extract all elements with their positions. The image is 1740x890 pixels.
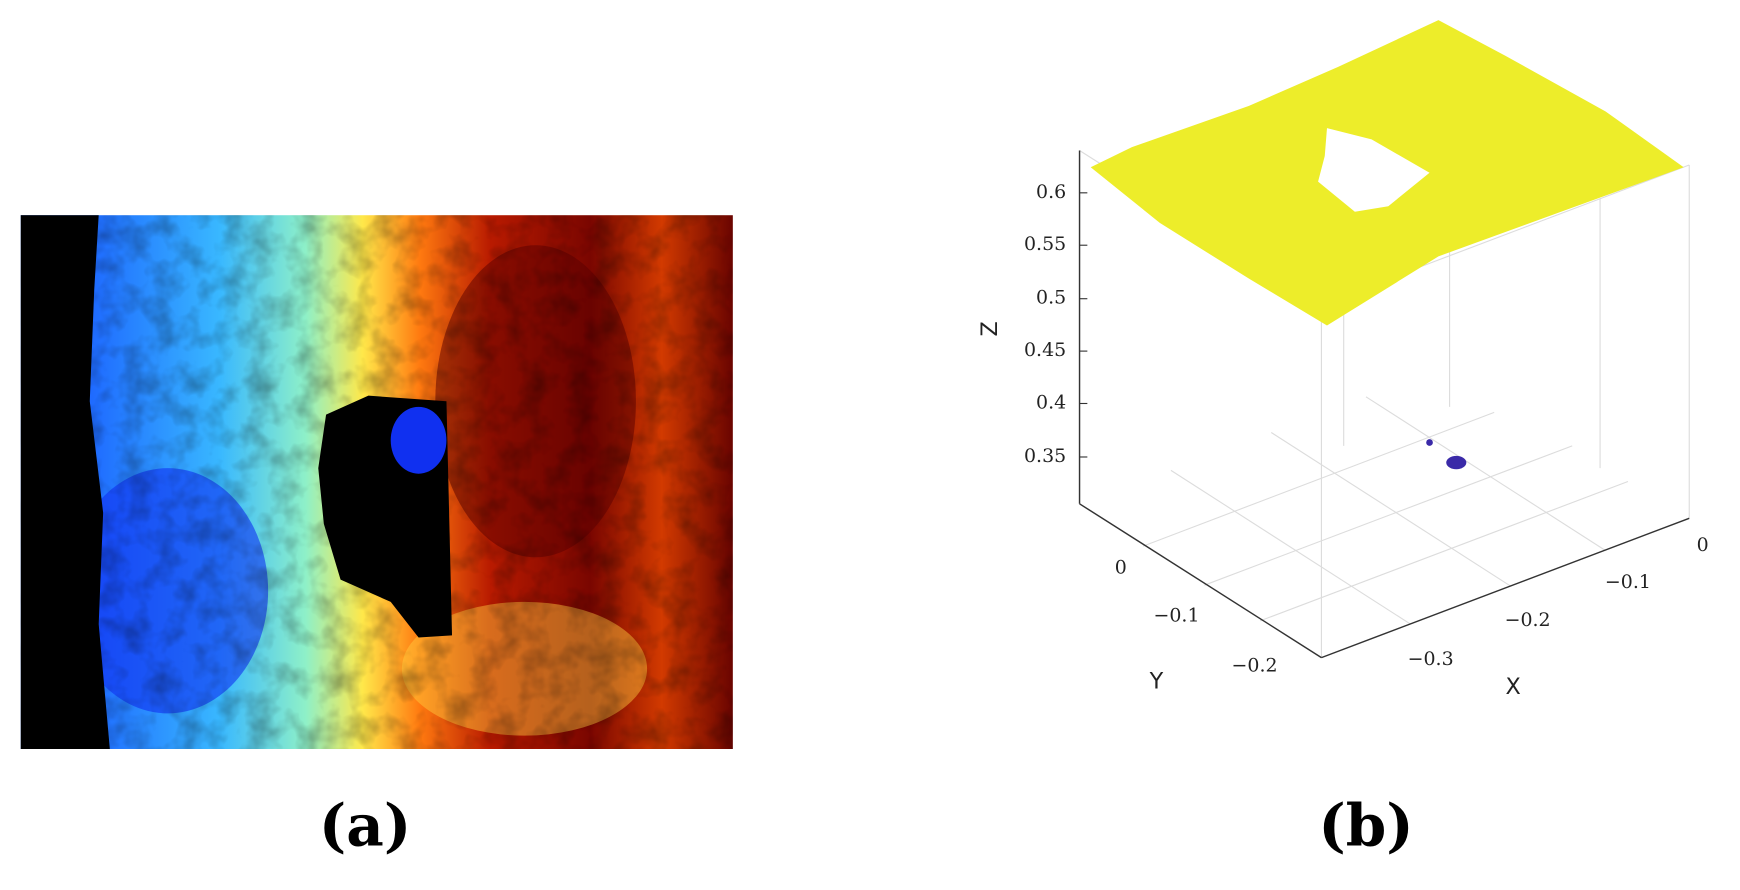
panel-label: (b) [1318, 791, 1413, 859]
z-tick-label: 0.35 [1024, 445, 1066, 467]
point-cluster [1426, 439, 1433, 446]
z-tick-label: 0.45 [1024, 339, 1066, 361]
z-tick-label: 0.4 [1036, 391, 1066, 413]
y-tick-label: 0 [1115, 556, 1127, 578]
x-tick-label: −0.2 [1505, 609, 1551, 631]
y-axis-label: Y [1149, 669, 1164, 695]
panel-label: (a) [319, 791, 411, 859]
z-tick-label: 0.6 [1036, 181, 1066, 203]
point-cluster [1446, 455, 1467, 470]
x-axis-label: X [1505, 674, 1520, 700]
surface-hole [1318, 128, 1430, 212]
z-tick-label: 0.55 [1024, 233, 1066, 255]
y-tick-label: −0.1 [1154, 604, 1200, 626]
depth-image [20, 215, 733, 750]
x-tick-label: 0 [1697, 534, 1709, 556]
z-axis-label: Z [977, 321, 1003, 336]
x-tick-label: −0.1 [1605, 571, 1651, 593]
x-tick-label: −0.3 [1408, 648, 1454, 670]
z-tick-label: 0.5 [1036, 287, 1066, 309]
y-tick-label: −0.2 [1232, 655, 1278, 677]
axes [1078, 150, 1690, 659]
